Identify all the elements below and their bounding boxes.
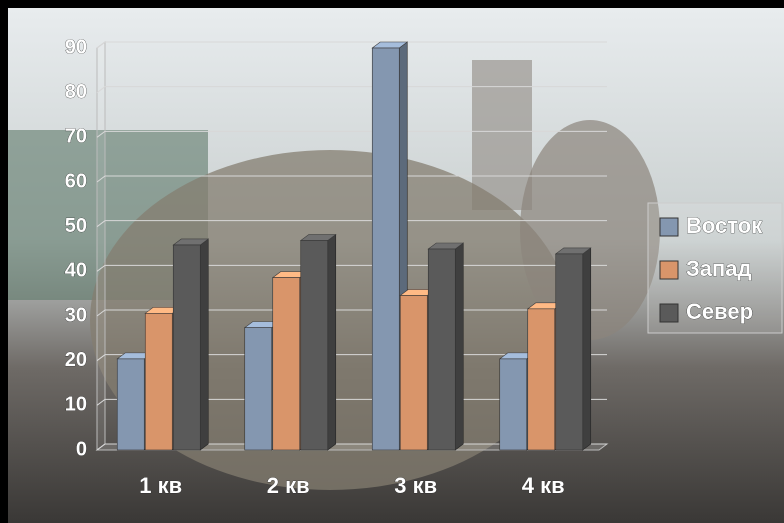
bar	[528, 309, 555, 450]
legend-swatch	[660, 218, 678, 236]
bar	[556, 254, 583, 450]
bar-side	[328, 235, 336, 450]
bar	[273, 278, 300, 450]
back-wall	[97, 42, 105, 450]
y-tick-label: 50	[65, 215, 87, 237]
bar	[400, 295, 427, 450]
legend-label: Запад	[686, 256, 752, 281]
y-tick-label: 70	[65, 126, 87, 148]
legend-swatch	[660, 304, 678, 322]
y-tick-label: 60	[65, 170, 87, 192]
legend-label: Восток	[686, 213, 763, 238]
y-tick-label: 10	[65, 394, 87, 416]
y-tick-label: 90	[65, 36, 87, 58]
y-tick-label: 40	[65, 260, 87, 282]
bar-side	[583, 248, 591, 450]
bar	[301, 241, 328, 450]
legend-label: Север	[686, 299, 753, 324]
x-tick-label: 1 кв	[139, 473, 182, 498]
x-tick-label: 2 кв	[267, 473, 310, 498]
chart: 0 10 20 30 40 50 60 70 80 90 1 кв 2 кв 3 кв 4 кв Восто…	[0, 0, 784, 523]
bar	[145, 313, 172, 450]
top-border	[0, 0, 784, 8]
photo-tower	[472, 60, 532, 210]
bar	[117, 359, 144, 450]
bar	[372, 48, 399, 450]
y-tick-label: 80	[65, 81, 87, 103]
y-tick-label: 0	[76, 438, 87, 460]
y-tick-label: 20	[65, 349, 87, 371]
x-tick-label: 4 кв	[522, 473, 565, 498]
bar-side	[455, 243, 463, 450]
y-tick-label: 30	[65, 304, 87, 326]
bar	[428, 249, 455, 450]
page: 0 10 20 30 40 50 60 70 80 90 1 кв 2 кв 3 кв 4 кв Восто…	[0, 0, 784, 523]
legend-swatch	[660, 261, 678, 279]
bar	[500, 359, 527, 450]
bar	[173, 245, 200, 450]
x-tick-label: 3 кв	[394, 473, 437, 498]
bar	[245, 328, 272, 450]
bar-side	[200, 239, 208, 450]
